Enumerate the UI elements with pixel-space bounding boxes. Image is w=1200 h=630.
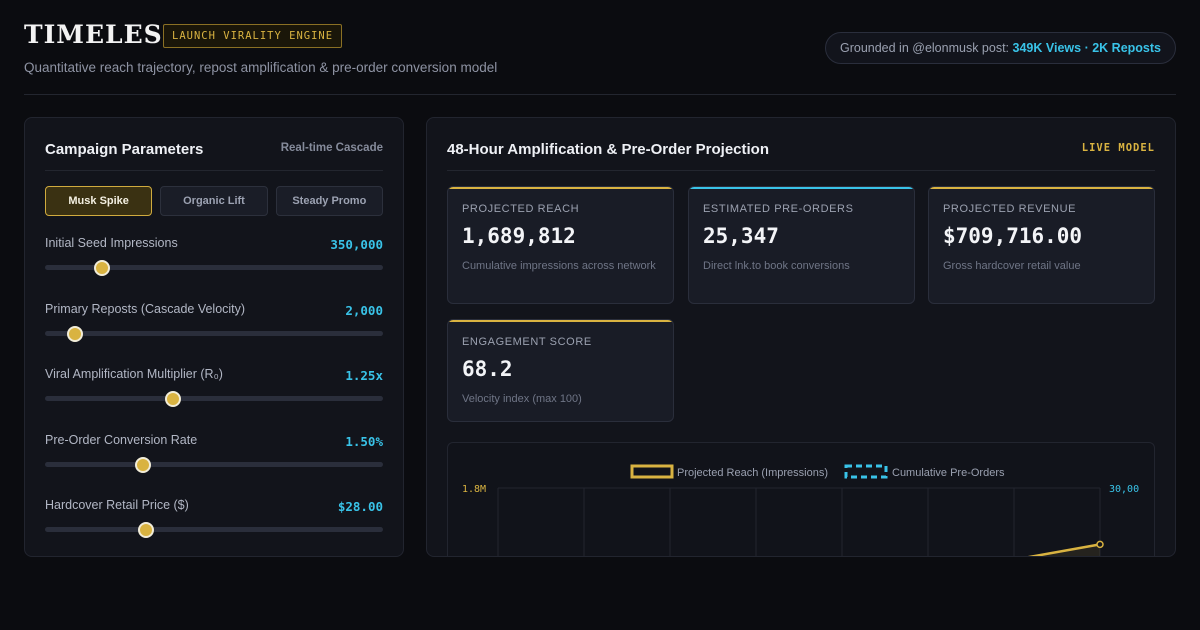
param-value: 350,000	[330, 237, 383, 252]
param-label: Viral Amplification Multiplier (R₀)	[45, 367, 223, 381]
kpi-value: $709,716.00	[943, 224, 1083, 248]
param-value: 2,000	[345, 303, 383, 318]
panel-title: Campaign Parameters	[45, 141, 204, 158]
reach-line	[1027, 543, 1101, 556]
kpi-label: ESTIMATED PRE-ORDERS	[703, 203, 854, 215]
slider-thumb[interactable]	[67, 326, 84, 342]
y-right-tick-label: 30,00	[1109, 484, 1139, 495]
y-left-tick-label: 1.8M	[462, 484, 486, 495]
kpi-accent-bar	[448, 187, 673, 189]
reach-point	[1096, 540, 1104, 549]
kpi-description: Cumulative impressions across network	[462, 260, 656, 272]
panel-meta: Real-time Cascade	[280, 142, 383, 154]
page-subtitle: Quantitative reach trajectory, repost am…	[24, 60, 498, 75]
kpi-accent-bar	[929, 187, 1154, 189]
grounded-views: 349K Views	[1012, 41, 1082, 55]
kpi-accent-bar	[689, 187, 914, 189]
kpi-engagement-score: ENGAGEMENT SCORE 68.2 Velocity index (ma…	[447, 319, 674, 422]
legend-label-preorders: Cumulative Pre-Orders	[892, 467, 1005, 479]
slider-thumb[interactable]	[135, 457, 152, 473]
kpi-projected-revenue: PROJECTED REVENUE $709,716.00 Gross hard…	[928, 186, 1155, 304]
kpi-description: Direct lnk.to book conversions	[703, 260, 850, 272]
slider-thumb[interactable]	[165, 391, 182, 407]
preset-steady-promo-button[interactable]: Steady Promo	[275, 186, 383, 216]
panel-divider	[45, 170, 383, 171]
legend-swatch-reach	[630, 464, 674, 479]
slider-thumb[interactable]	[94, 260, 111, 276]
grounded-reposts: 2K Reposts	[1092, 41, 1161, 55]
param-value: $28.00	[337, 499, 383, 514]
param-label: Primary Reposts (Cascade Velocity)	[45, 302, 246, 316]
param-primary-reposts: Primary Reposts (Cascade Velocity) 2,000	[45, 302, 383, 352]
preset-organic-lift-button[interactable]: Organic Lift	[160, 186, 268, 216]
param-viral-multiplier: Viral Amplification Multiplier (R₀) 1.25…	[45, 367, 383, 417]
header-divider	[24, 94, 1176, 95]
reach-area	[1034, 544, 1100, 556]
slider-track[interactable]	[45, 331, 383, 336]
campaign-parameters-panel: Campaign Parameters Real-time Cascade Mu…	[24, 117, 404, 557]
slider-track[interactable]	[45, 396, 383, 401]
kpi-label: ENGAGEMENT SCORE	[462, 336, 592, 348]
legend-swatch-preorders	[844, 464, 888, 479]
param-value: 1.50%	[345, 434, 383, 449]
preset-group: Musk Spike Organic Lift Steady Promo	[45, 186, 383, 216]
kpi-value: 68.2	[462, 357, 513, 381]
kpi-projected-reach: PROJECTED REACH 1,689,812 Cumulative imp…	[447, 186, 674, 304]
slider-track[interactable]	[45, 462, 383, 467]
param-label: Hardcover Retail Price ($)	[45, 498, 189, 512]
slider-track[interactable]	[45, 527, 383, 532]
panel-title: 48-Hour Amplification & Pre-Order Projec…	[447, 141, 769, 158]
kpi-label: PROJECTED REVENUE	[943, 203, 1077, 215]
slider-track[interactable]	[45, 265, 383, 270]
kpi-value: 1,689,812	[462, 224, 576, 248]
param-seed-impressions: Initial Seed Impressions 350,000	[45, 236, 383, 286]
param-retail-price: Hardcover Retail Price ($) $28.00	[45, 498, 383, 548]
kpi-estimated-preorders: ESTIMATED PRE-ORDERS 25,347 Direct lnk.t…	[688, 186, 915, 304]
grounded-pill: Grounded in @elonmusk post: 349K Views ·…	[825, 32, 1176, 64]
param-conversion-rate: Pre-Order Conversion Rate 1.50%	[45, 433, 383, 483]
kpi-accent-bar	[448, 320, 673, 322]
legend-label-reach: Projected Reach (Impressions)	[677, 467, 828, 479]
panel-divider	[447, 170, 1155, 171]
live-model-label: LIVE MODEL	[1081, 142, 1155, 154]
kpi-value: 25,347	[703, 224, 779, 248]
projection-panel: 48-Hour Amplification & Pre-Order Projec…	[426, 117, 1176, 557]
kpi-label: PROJECTED REACH	[462, 203, 580, 215]
brand-logo: TIMELESS	[24, 20, 182, 49]
param-value: 1.25x	[345, 368, 383, 383]
launch-badge: LAUNCH VIRALITY ENGINE	[163, 24, 343, 48]
kpi-description: Velocity index (max 100)	[462, 393, 582, 405]
preset-musk-spike-button[interactable]: Musk Spike	[45, 186, 153, 216]
param-label: Pre-Order Conversion Rate	[45, 433, 198, 447]
param-label: Initial Seed Impressions	[45, 236, 178, 250]
kpi-description: Gross hardcover retail value	[943, 260, 1081, 272]
slider-thumb[interactable]	[138, 522, 155, 538]
grounded-separator: ·	[1084, 41, 1089, 55]
grounded-prefix: Grounded in @elonmusk post:	[839, 41, 1010, 55]
